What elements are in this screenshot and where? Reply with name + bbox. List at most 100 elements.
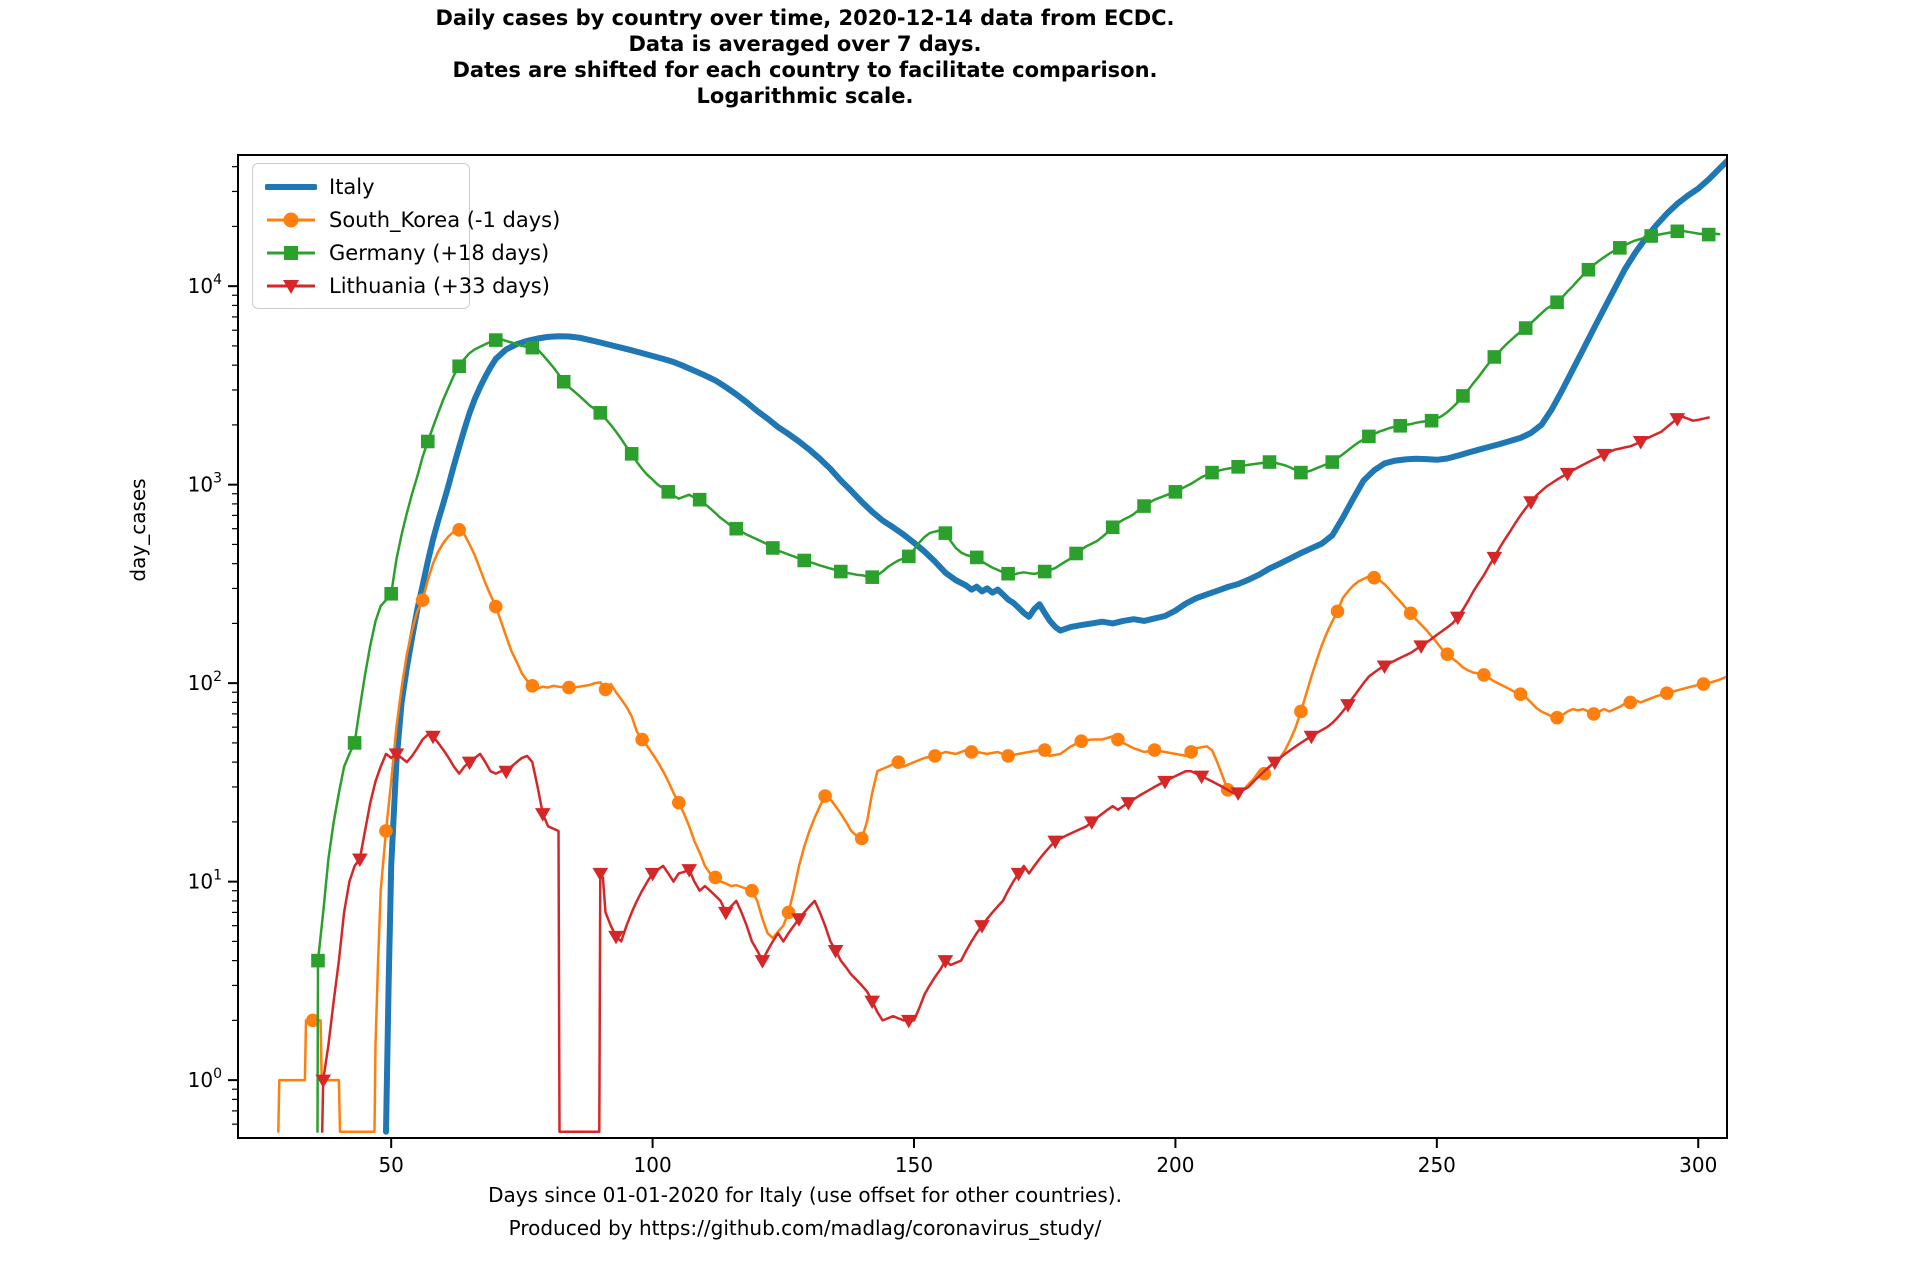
series-south_korea	[277, 523, 1727, 1133]
legend-label: Lithuania (+33 days)	[329, 273, 550, 298]
legend-item-germany: Germany (+18 days)	[253, 236, 549, 269]
data-point-marker	[593, 406, 608, 420]
x-tick-label: 300	[1679, 1153, 1717, 1177]
data-point-marker	[1559, 467, 1576, 482]
x-tick-label: 50	[378, 1153, 403, 1177]
data-point-marker	[1184, 745, 1198, 759]
data-point-marker	[1523, 496, 1539, 510]
data-point-marker	[311, 953, 325, 968]
data-point-marker	[1083, 816, 1100, 830]
data-point-marker	[562, 680, 576, 695]
data-point-marker	[692, 492, 707, 507]
chart-title-line-4: Logarithmic scale.	[696, 84, 914, 108]
legend-item-italy: Italy	[253, 170, 469, 203]
data-point-marker	[498, 765, 515, 780]
data-point-marker	[754, 955, 771, 969]
data-point-marker	[1376, 660, 1393, 675]
source-credit: Produced by https://github.com/madlag/co…	[508, 1216, 1102, 1240]
data-point-marker	[1581, 262, 1596, 277]
y-tick-label: 102	[188, 669, 222, 695]
data-point-marker	[1518, 321, 1533, 335]
data-point-marker	[1670, 224, 1685, 239]
data-point-marker	[525, 678, 540, 693]
data-point-marker	[1477, 668, 1491, 682]
data-point-marker	[420, 434, 435, 449]
data-point-marker	[1325, 455, 1340, 469]
x-tick-label: 200	[1156, 1153, 1194, 1177]
data-point-marker	[1550, 295, 1564, 310]
data-point-marker	[901, 549, 916, 564]
data-point-marker	[384, 586, 398, 601]
data-point-marker	[827, 944, 844, 959]
data-point-marker	[791, 913, 807, 927]
chart-title: Daily cases by country over time, 2020-1…	[0, 5, 1610, 109]
data-point-marker	[461, 756, 478, 771]
data-point-marker	[1294, 704, 1308, 719]
plot-border	[237, 154, 1728, 1139]
data-point-marker	[644, 867, 661, 882]
data-point-marker	[766, 541, 780, 555]
data-point-marker	[818, 789, 832, 803]
data-point-marker	[1623, 695, 1638, 710]
y-tick-label: 101	[188, 868, 222, 894]
data-point-marker	[1696, 677, 1711, 691]
data-point-marker	[865, 570, 879, 584]
data-point-marker	[797, 553, 812, 568]
data-point-marker	[388, 748, 405, 762]
data-point-marker	[452, 523, 466, 537]
legend-circle-marker-icon	[267, 212, 315, 227]
data-point-marker	[1596, 448, 1612, 463]
data-point-marker	[592, 867, 609, 882]
data-point-marker	[1340, 699, 1356, 713]
data-point-marker	[1137, 499, 1151, 513]
legend-item-south-korea: South_Korea (-1 days)	[253, 203, 560, 236]
data-point-marker	[415, 593, 430, 607]
legend-triangle-marker-icon	[267, 279, 315, 294]
data-point-marker	[488, 333, 503, 347]
data-point-marker	[1613, 241, 1627, 255]
data-point-marker	[1262, 455, 1277, 469]
data-point-marker	[1168, 485, 1183, 499]
data-point-marker	[452, 359, 466, 374]
data-point-marker	[315, 1074, 332, 1089]
data-point-marker	[1257, 766, 1272, 781]
data-point-marker	[1644, 229, 1658, 243]
data-point-marker	[729, 521, 744, 536]
data-point-marker	[681, 864, 697, 878]
data-point-marker	[1266, 756, 1283, 771]
data-point-marker	[1701, 227, 1716, 242]
data-point-marker	[854, 831, 869, 846]
data-point-marker	[1393, 418, 1408, 433]
legend-square-marker-icon	[267, 245, 315, 260]
y-tick-label: 100	[188, 1066, 222, 1092]
data-point-marker	[598, 682, 613, 697]
data-point-marker	[1424, 413, 1439, 428]
legend-label: Germany (+18 days)	[329, 240, 550, 265]
data-point-marker	[1487, 350, 1502, 364]
data-point-marker	[1037, 564, 1052, 579]
data-point-marker	[1231, 460, 1245, 474]
data-point-marker	[425, 730, 441, 745]
chart-title-line-1: Daily cases by country over time, 2020-1…	[435, 6, 1175, 30]
data-point-marker	[1147, 743, 1162, 757]
data-point-marker	[745, 883, 759, 898]
data-point-marker	[661, 485, 676, 499]
legend-line-icon	[265, 183, 317, 190]
data-point-marker	[635, 732, 649, 747]
data-point-marker	[1632, 435, 1649, 450]
series-germany	[311, 224, 1721, 1133]
data-point-marker	[1440, 647, 1455, 661]
data-point-marker	[708, 870, 723, 885]
data-point-marker	[864, 995, 880, 1010]
chart-title-line-3: Dates are shifted for each country to fa…	[452, 58, 1158, 82]
legend-item-lithuania: Lithuania (+33 days)	[253, 269, 550, 302]
data-point-marker	[938, 526, 953, 540]
data-point-marker	[1550, 710, 1564, 725]
data-point-marker	[671, 795, 686, 810]
data-point-marker	[1367, 570, 1381, 585]
data-point-marker	[379, 824, 393, 838]
data-point-marker	[964, 745, 979, 759]
legend-label: South_Korea (-1 days)	[329, 207, 561, 232]
data-point-marker	[1456, 389, 1470, 403]
